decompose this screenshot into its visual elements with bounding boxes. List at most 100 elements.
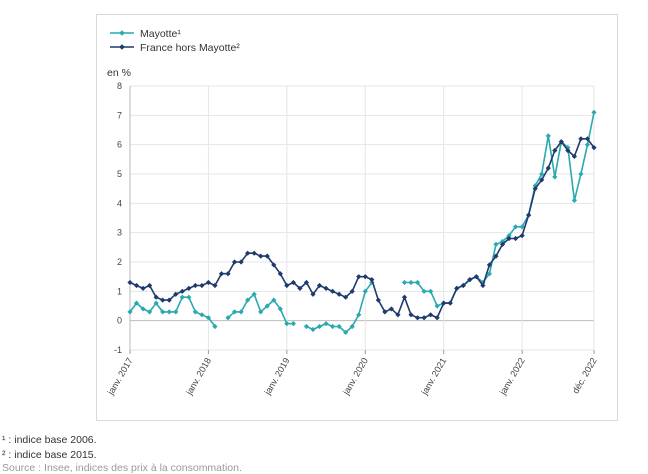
data-point [303, 279, 310, 286]
data-point [558, 139, 564, 145]
data-point [258, 309, 264, 315]
data-point [329, 288, 336, 294]
series-line [404, 112, 595, 308]
data-point [408, 312, 414, 318]
data-point [480, 282, 486, 289]
data-point [382, 309, 388, 315]
data-point [591, 109, 597, 115]
data-point [264, 253, 270, 259]
data-point [584, 142, 591, 148]
data-point [408, 279, 414, 286]
y-tick-label: 8 [117, 81, 122, 91]
data-point [290, 279, 296, 286]
data-point [565, 147, 571, 154]
data-point [519, 233, 525, 239]
data-point [147, 309, 153, 315]
data-point [434, 315, 440, 321]
data-point [428, 288, 434, 294]
data-point [454, 285, 460, 291]
data-point [245, 297, 251, 303]
chart-frame [96, 14, 618, 421]
legend-swatch-marker [119, 44, 125, 50]
data-point [512, 235, 519, 242]
legend-label: France hors Mayotte² [140, 42, 240, 54]
data-point [414, 315, 421, 321]
data-point [251, 291, 257, 297]
data-point [316, 323, 323, 330]
data-point [329, 323, 336, 330]
data-point [310, 291, 316, 297]
data-point [401, 294, 408, 300]
series-lines [127, 109, 597, 335]
data-point [264, 303, 270, 309]
footnote-2: ² : indice base 2015. [2, 449, 97, 461]
data-point [447, 300, 453, 306]
data-point [421, 288, 427, 294]
data-point [225, 271, 231, 277]
data-point [512, 224, 519, 230]
data-point [323, 285, 329, 291]
data-point [251, 250, 257, 256]
series-line [227, 292, 294, 325]
y-tick-label: -1 [114, 345, 122, 355]
legend-swatch-marker [119, 30, 125, 36]
data-point [499, 241, 506, 247]
data-point [186, 294, 192, 300]
data-point [395, 312, 401, 318]
data-point [356, 312, 362, 318]
x-tick-label: janv. 2020 [340, 356, 370, 397]
data-point [336, 291, 342, 297]
legend-item-1: Mayotte¹ [110, 28, 181, 40]
data-point [153, 300, 159, 306]
data-point [362, 274, 368, 280]
series-line [129, 296, 216, 327]
data-point [526, 212, 532, 218]
data-point [297, 285, 303, 291]
data-point [160, 309, 166, 315]
data-point [231, 309, 238, 315]
data-point [486, 271, 493, 277]
data-point [140, 306, 146, 312]
data-point [212, 282, 218, 289]
data-point [277, 271, 283, 277]
data-point [571, 153, 577, 159]
x-tick-label: janv. 2017 [105, 356, 135, 397]
x-tick-label: janv. 2019 [262, 356, 292, 397]
data-point [473, 274, 479, 280]
y-tick-label: 7 [117, 110, 122, 120]
y-tick-label: 5 [117, 169, 122, 179]
data-point [506, 233, 512, 239]
axes: en % -1 0 1 2 3 4 5 6 7 8 janv. 2017 janv. 2018 janv.… [105, 67, 599, 397]
data-point [192, 309, 198, 315]
legend-item-2: France hors Mayotte² [110, 42, 240, 54]
legend: Mayotte¹ France hors Mayotte² [110, 28, 240, 54]
data-point [166, 309, 172, 315]
data-point [271, 297, 277, 303]
data-point [578, 171, 584, 177]
data-point [539, 171, 545, 177]
data-point [179, 294, 185, 300]
data-point [205, 279, 212, 286]
data-point [349, 323, 355, 330]
data-point [441, 300, 447, 306]
data-point [127, 309, 133, 315]
data-point [290, 321, 296, 327]
data-point [369, 277, 375, 283]
x-tick-label: janv. 2021 [419, 356, 449, 397]
x-tick-label: janv. 2018 [184, 356, 214, 397]
data-point [225, 315, 231, 321]
data-point [506, 235, 512, 242]
data-point [238, 259, 244, 265]
data-point [421, 315, 427, 321]
data-point [205, 315, 212, 321]
data-point [428, 312, 434, 318]
y-tick-label: 3 [117, 228, 122, 238]
data-point [552, 174, 558, 180]
series-2 [127, 136, 597, 321]
data-point [186, 285, 192, 291]
data-point [166, 297, 172, 303]
source-note: Source : Insee, indices des prix à la co… [2, 462, 242, 474]
data-point [212, 323, 218, 330]
x-tick-label: déc. 2022 [570, 356, 598, 395]
